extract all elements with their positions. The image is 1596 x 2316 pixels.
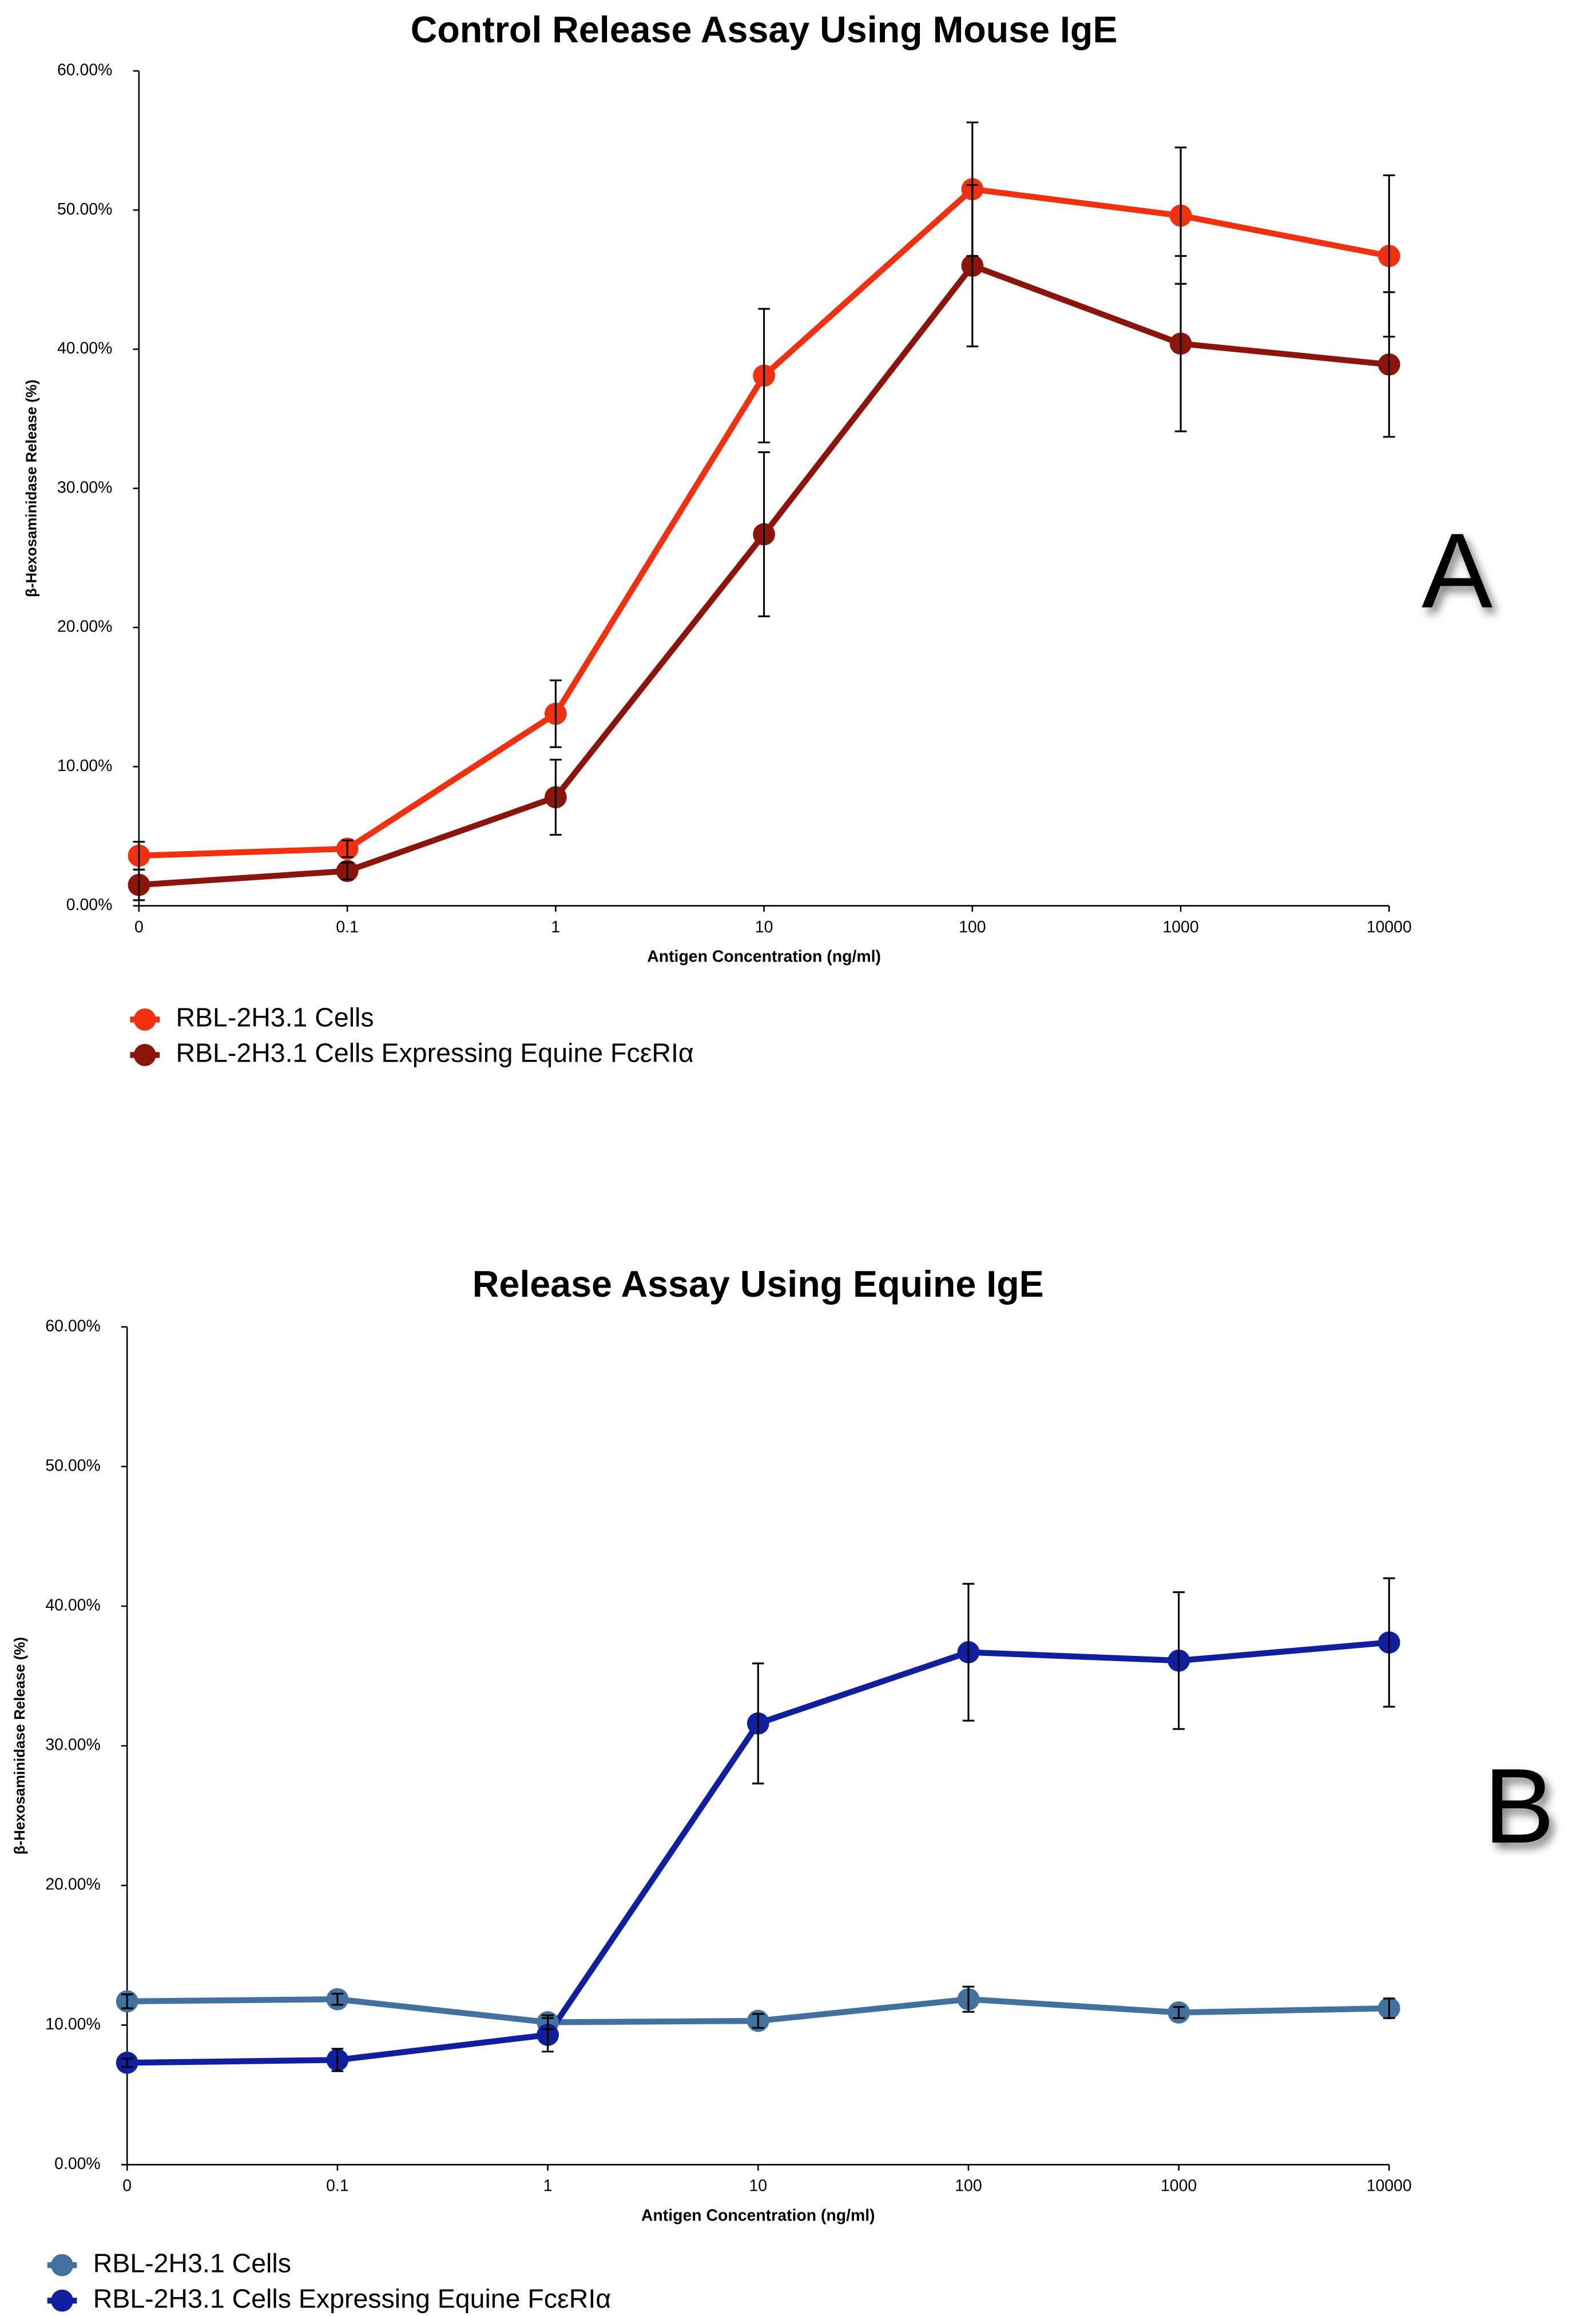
error-bar [341, 839, 354, 858]
chart-title: Release Assay Using Equine IgE [473, 1264, 1044, 1305]
error-bar [341, 861, 354, 880]
y-tick-label: 0.00% [54, 2155, 101, 2173]
error-bar [550, 758, 562, 836]
x-axis-title: Antigen Concentration (ng/ml) [641, 2206, 875, 2224]
y-tick-label: 40.00% [45, 1596, 100, 1615]
legend-label: RBL-2H3.1 Cells [93, 2248, 291, 2278]
y-tick-label: 20.00% [57, 618, 112, 636]
error-bar [1383, 1997, 1395, 2019]
panel-label: A [1422, 512, 1492, 630]
x-tick-label: 10 [755, 918, 773, 936]
error-bar [331, 1992, 344, 2006]
panel-label: B [1484, 1747, 1555, 1865]
error-bar [962, 1985, 975, 2013]
y-tick-label: 30.00% [45, 1736, 100, 1754]
y-tick-label: 60.00% [45, 1317, 100, 1335]
legend-swatch [133, 1008, 156, 1031]
error-bar [752, 2013, 764, 2029]
y-tick-label: 50.00% [57, 200, 112, 219]
x-tick-label: 0.1 [336, 918, 359, 936]
error-bar [121, 1993, 133, 2009]
error-bar [752, 1662, 764, 1785]
error-bar [758, 308, 770, 444]
y-tick-label: 10.00% [57, 757, 112, 775]
error-bar [133, 868, 145, 901]
error-bar [1173, 1591, 1185, 1730]
x-axis-title: Antigen Concentration (ng/ml) [647, 947, 881, 966]
x-tick-label: 1000 [1161, 2177, 1197, 2195]
error-bar [758, 451, 770, 618]
y-tick-label: 40.00% [57, 339, 112, 357]
x-tick-label: 0 [122, 2177, 132, 2195]
y-axis-title: β-Hexosaminidase Release (%) [24, 380, 40, 597]
y-tick-label: 30.00% [57, 478, 112, 496]
error-bar [331, 2048, 344, 2072]
x-tick-label: 1000 [1162, 918, 1198, 936]
chart-title: Control Release Assay Using Mouse IgE [411, 9, 1118, 50]
x-tick-label: 1 [543, 2177, 553, 2195]
legend-label: RBL-2H3.1 Cells Expressing Equine FcεRIα [176, 1038, 693, 1068]
error-bar [1383, 291, 1395, 438]
x-tick-label: 10000 [1367, 2177, 1412, 2195]
error-bar [1173, 2006, 1185, 2019]
x-tick-label: 1 [551, 918, 560, 936]
error-bar [962, 1583, 975, 1722]
x-tick-label: 10 [749, 2177, 767, 2195]
y-tick-label: 50.00% [45, 1456, 100, 1475]
error-bar [550, 679, 562, 748]
y-axis-title: β-Hexosaminidase Release (%) [12, 1637, 28, 1854]
error-bar [542, 2017, 554, 2053]
x-tick-label: 10000 [1367, 918, 1412, 936]
x-tick-label: 100 [959, 918, 986, 936]
y-tick-label: 0.00% [66, 896, 113, 914]
legend-label: RBL-2H3.1 Cells [176, 1003, 374, 1032]
error-bar [121, 2057, 133, 2068]
error-bar [1174, 255, 1187, 432]
legend-label: RBL-2H3.1 Cells Expressing Equine FcεRIα [93, 2283, 611, 2313]
legend-swatch [51, 2289, 73, 2312]
x-tick-label: 0 [134, 918, 144, 936]
y-tick-label: 10.00% [45, 2015, 100, 2033]
x-tick-label: 100 [955, 2177, 982, 2195]
legend-swatch [133, 1044, 156, 1066]
x-tick-label: 0.1 [326, 2177, 349, 2195]
error-bar [966, 184, 979, 348]
legend-swatch [51, 2254, 73, 2277]
y-tick-label: 20.00% [45, 1876, 100, 1894]
error-bar [1383, 1577, 1395, 1708]
y-tick-label: 60.00% [57, 61, 112, 79]
